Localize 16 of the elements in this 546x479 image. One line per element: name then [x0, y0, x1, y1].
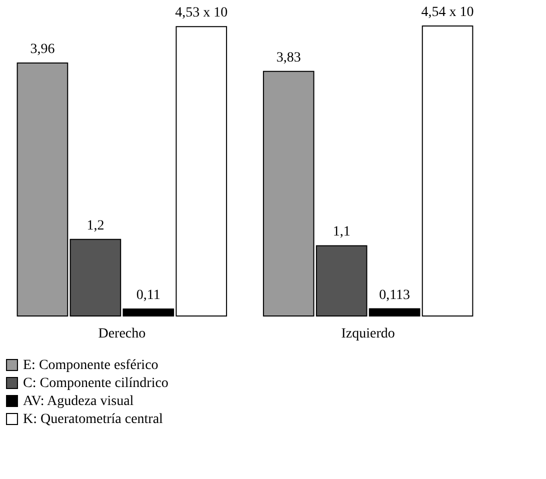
data-label: 3,96 — [30, 42, 55, 58]
legend-label: AV: Agudeza visual — [23, 394, 134, 409]
data-label: 4,53 x 10 — [175, 6, 228, 21]
x-tick-label: Derecho — [98, 326, 146, 342]
data-label: 3,83 — [276, 50, 301, 66]
data-label: 0,113 — [379, 288, 410, 303]
legend-label: C: Componente cilíndrico — [23, 376, 168, 391]
data-label: 1,2 — [86, 218, 104, 234]
legend-label: K: Queratometría central — [23, 412, 164, 427]
legend-label: E: Componente esférico — [23, 358, 158, 373]
data-label: 0,11 — [136, 288, 160, 303]
data-label: 1,1 — [332, 224, 350, 240]
bar — [422, 26, 474, 316]
data-label: 4,54 x 10 — [421, 5, 474, 20]
bar — [16, 62, 68, 316]
x-tick-label: Izquierdo — [341, 326, 395, 342]
